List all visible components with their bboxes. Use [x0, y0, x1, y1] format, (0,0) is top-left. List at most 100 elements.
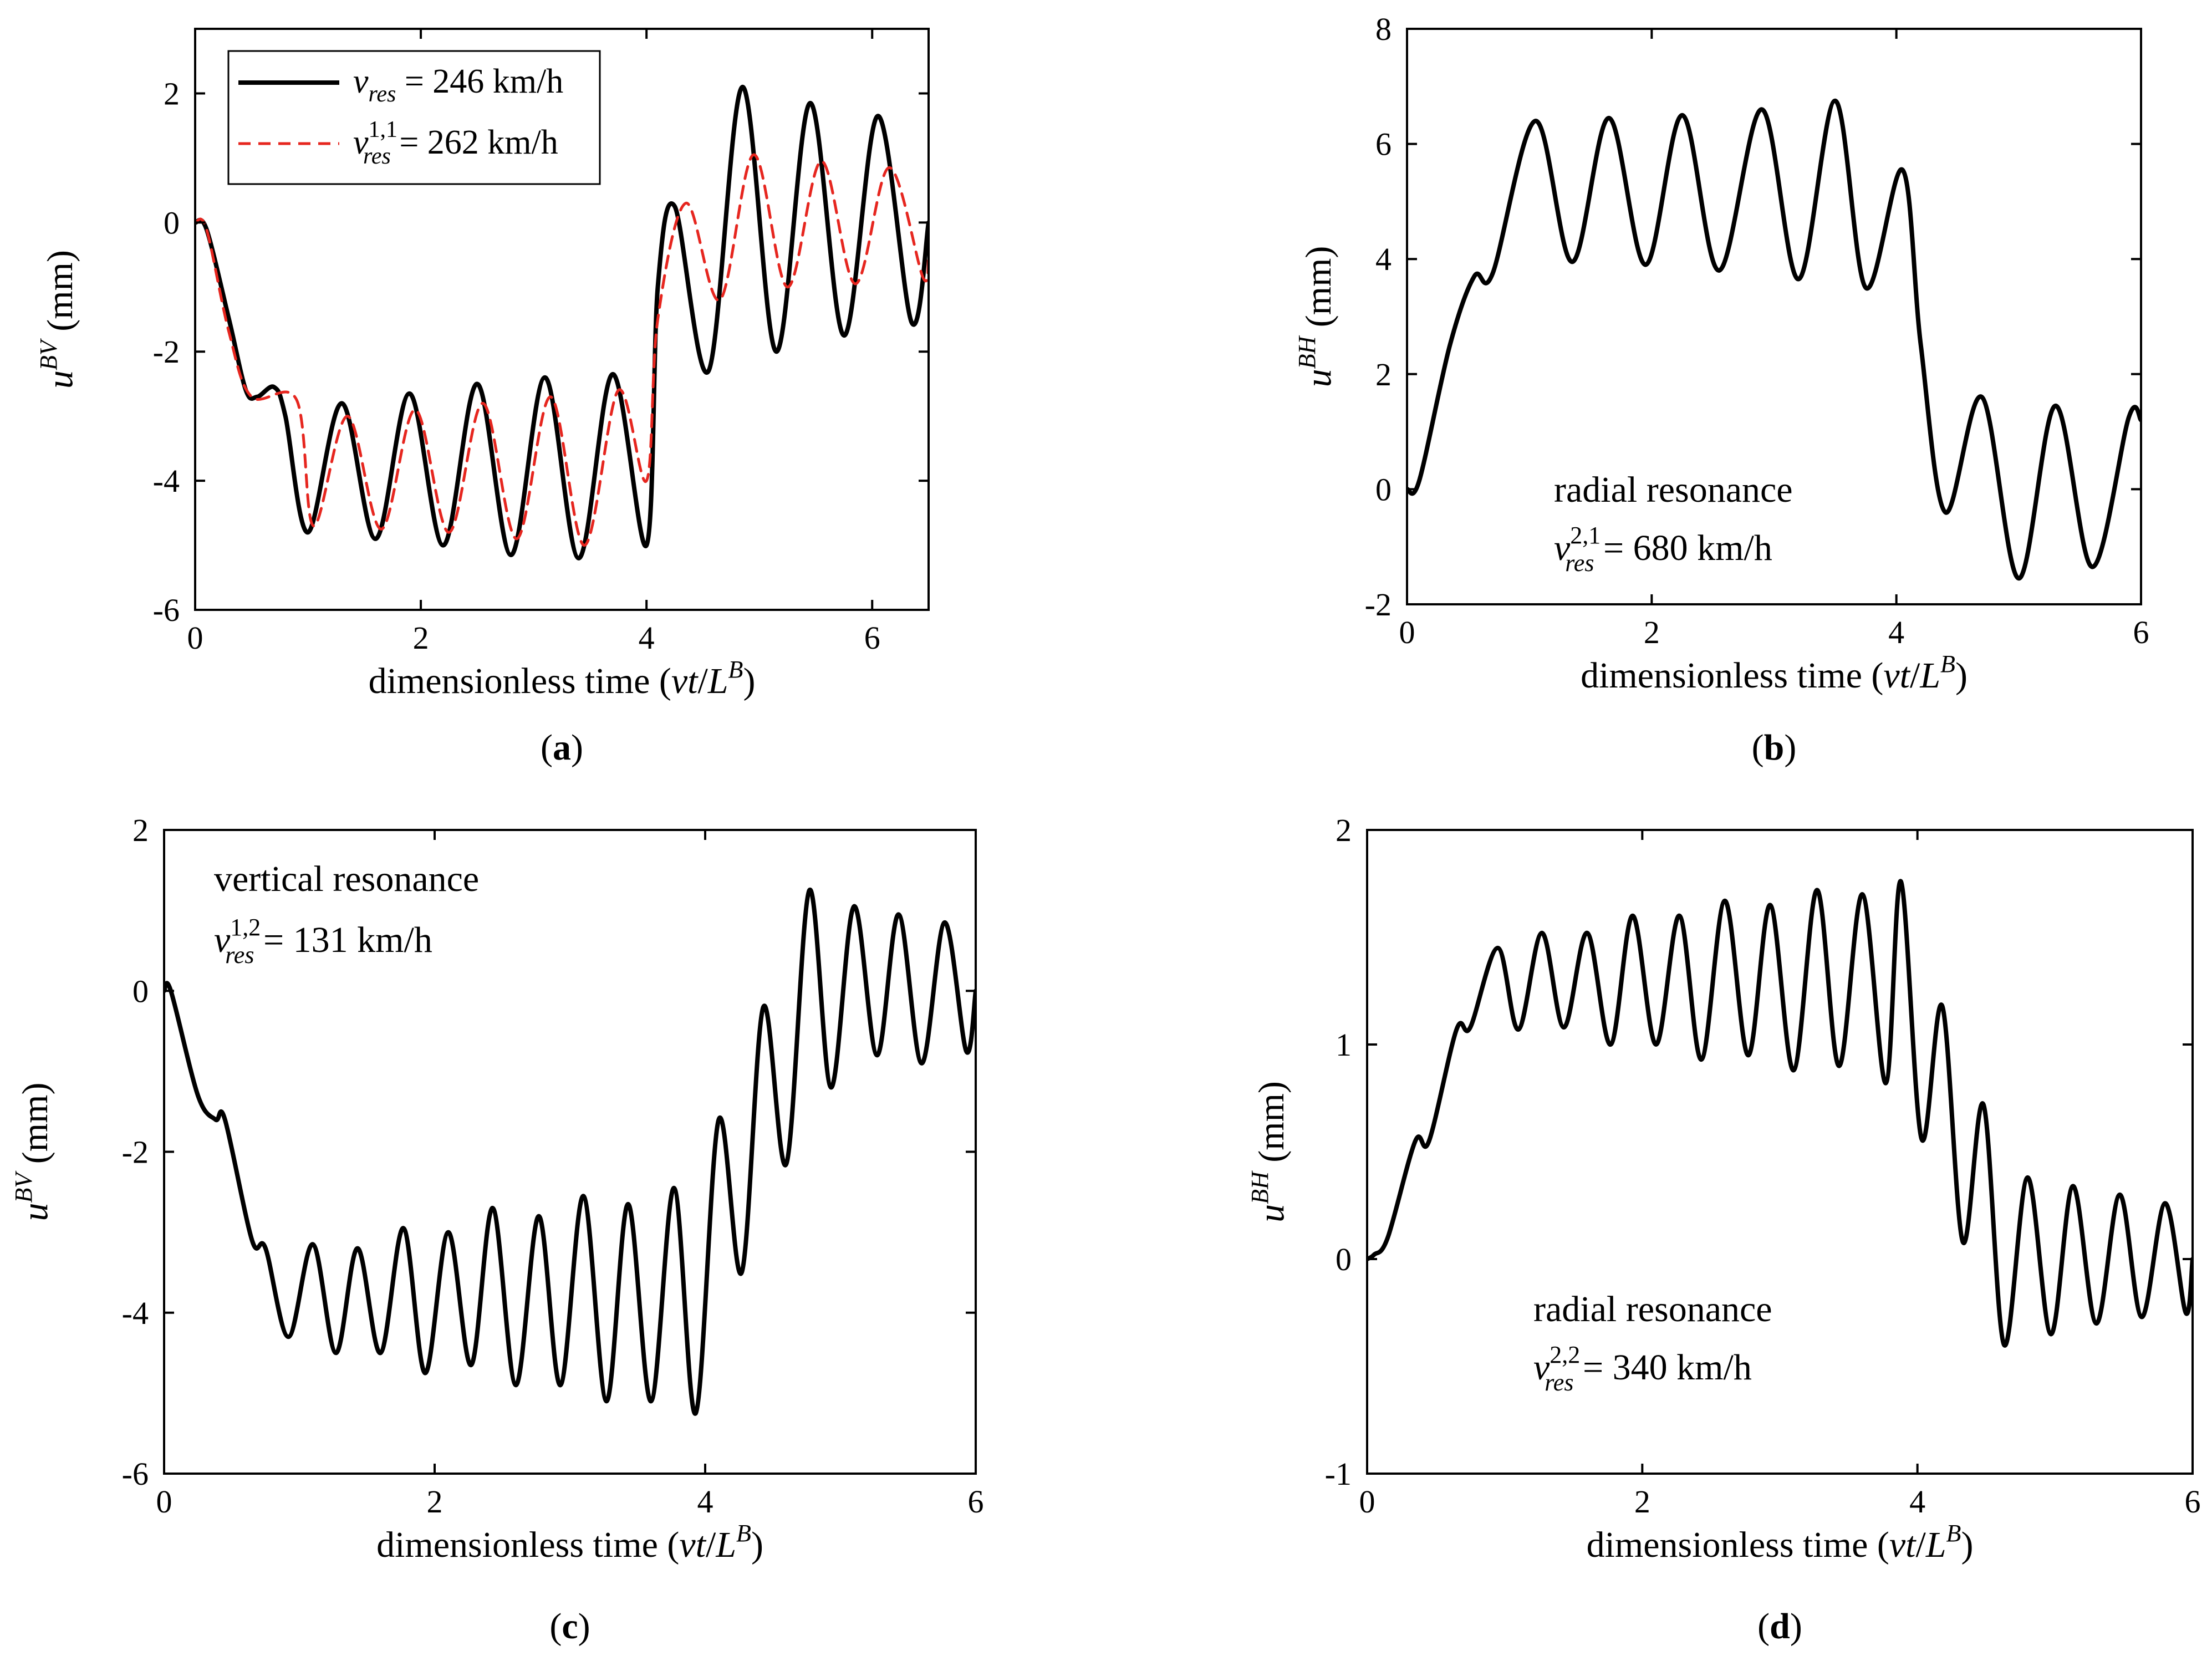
x-tick-label: 4 — [697, 1484, 713, 1520]
x-axis-label-sup: B — [736, 1520, 751, 1547]
y-tick-label: 4 — [1375, 241, 1392, 277]
legend-value: = 246 km/h — [396, 63, 563, 100]
x-axis-label-slash: / — [697, 661, 708, 701]
legend-sym: v — [353, 63, 369, 100]
y-tick-label: 1 — [1336, 1027, 1352, 1063]
y-tick-label: -2 — [122, 1134, 149, 1170]
sublabel-letter: c — [562, 1606, 578, 1647]
legend-sym: v — [353, 124, 369, 161]
x-axis-label-var: vt — [679, 1525, 706, 1565]
x-axis-label-var: vt — [671, 661, 699, 701]
x-tick-label: 2 — [1634, 1484, 1650, 1520]
y-axis-label-sup: BH — [1293, 335, 1321, 369]
annotation-sup: 2,2 — [1550, 1341, 1580, 1368]
y-tick-label: 2 — [1336, 812, 1352, 848]
x-axis-label-text: dimensionless time ( — [1581, 655, 1883, 696]
x-axis-label-var: vt — [1889, 1525, 1917, 1565]
annotation-value: = 340 km/h — [1573, 1347, 1751, 1388]
y-tick-label: 8 — [1375, 11, 1392, 47]
x-tick-label: 6 — [968, 1484, 984, 1520]
y-axis-label-sup: BV — [10, 1170, 37, 1203]
x-tick-label: 0 — [187, 620, 203, 656]
x-tick-label: 2 — [427, 1484, 443, 1520]
legend-entry-1: vres = 246 km/h — [353, 63, 563, 107]
x-axis-label-slash: / — [1910, 655, 1920, 696]
x-axis-label-close: ) — [1961, 1525, 1973, 1565]
annotation-sub: res — [1565, 549, 1594, 577]
panel-sublabel: (a) — [541, 727, 583, 768]
y-axis-label-u: u — [1251, 1204, 1292, 1222]
y-axis-label: uBH (mm) — [1246, 1081, 1292, 1222]
x-tick-label: 6 — [2185, 1484, 2201, 1520]
x-axis-label: dimensionless time (vt/LB) — [1587, 1520, 1974, 1565]
sublabel-open: ( — [541, 727, 553, 768]
x-tick-label: 0 — [156, 1484, 172, 1520]
plot-frame — [1406, 28, 2142, 605]
x-axis-label-text: dimensionless time ( — [1587, 1525, 1889, 1565]
panel-sublabel: (d) — [1757, 1606, 1802, 1647]
annotation-1: vertical resonance — [214, 859, 479, 899]
x-tick-label: 4 — [639, 620, 655, 656]
x-axis-label: dimensionless time (vt/LB) — [1581, 650, 1968, 696]
x-tick-label: 2 — [1644, 614, 1660, 650]
x-axis-label-text: dimensionless time ( — [376, 1525, 679, 1565]
y-tick-label: -4 — [153, 463, 180, 499]
x-axis-label-L: L — [1919, 655, 1940, 696]
y-axis-label: uBV (mm) — [10, 1083, 55, 1221]
annotation-value: = 131 km/h — [254, 920, 432, 960]
plot-frame — [194, 28, 930, 611]
annotation-2: v1,2 res = 131 km/h — [214, 914, 432, 969]
y-tick-label: -6 — [122, 1456, 149, 1492]
y-axis-label: uBV (mm) — [35, 250, 80, 389]
plot-frame — [1366, 829, 2194, 1475]
x-axis-label-L: L — [707, 661, 728, 701]
x-tick-label: 6 — [2133, 614, 2149, 650]
series-line-1 — [195, 84, 929, 561]
legend-sub: res — [363, 144, 391, 169]
sublabel-letter: d — [1770, 1606, 1790, 1647]
x-axis-label-sup: B — [728, 656, 743, 683]
annotation-1: radial resonance — [1533, 1289, 1772, 1329]
y-tick-label: -2 — [153, 334, 180, 370]
x-axis-label-slash: / — [1915, 1525, 1926, 1565]
y-tick-label: 2 — [164, 75, 180, 111]
x-tick-label: 4 — [1888, 614, 1904, 650]
y-tick-label: 0 — [132, 973, 149, 1009]
x-tick-label: 0 — [1359, 1484, 1375, 1520]
annotation-sub: res — [1545, 1369, 1573, 1396]
y-axis-label-sup: BV — [35, 338, 62, 370]
y-axis-label-sup: BH — [1246, 1170, 1273, 1204]
sublabel-open: ( — [549, 1606, 562, 1647]
annotation-sup: 2,1 — [1570, 522, 1601, 549]
y-axis-label-u: u — [40, 370, 80, 389]
annotation-sym: v — [214, 920, 231, 960]
legend-sub: res — [369, 81, 396, 107]
sublabel-close: ) — [1784, 727, 1796, 768]
y-tick-label: 0 — [1375, 471, 1392, 507]
panel-sublabel: (b) — [1752, 727, 1797, 768]
annotation-sym: v — [1533, 1347, 1550, 1388]
y-axis-label-unit: (mm) — [40, 250, 80, 340]
sublabel-close: ) — [1790, 1606, 1802, 1647]
x-axis-label-L: L — [1925, 1525, 1946, 1565]
y-tick-label: 6 — [1375, 126, 1392, 162]
y-axis-label-unit: (mm) — [1298, 246, 1339, 337]
series-line-2 — [195, 153, 929, 547]
sublabel-letter: a — [553, 727, 571, 768]
x-axis-label-var: vt — [1883, 655, 1910, 696]
y-tick-label: -6 — [153, 592, 180, 628]
x-axis-label-sup: B — [1946, 1520, 1961, 1547]
annotation-1: radial resonance — [1554, 470, 1793, 510]
sublabel-close: ) — [578, 1606, 590, 1647]
sublabel-open: ( — [1757, 1606, 1770, 1647]
x-axis-label-slash: / — [706, 1525, 716, 1565]
legend-box — [227, 50, 601, 185]
x-axis-label-L: L — [715, 1525, 736, 1565]
annotation-sym: v — [1554, 528, 1571, 568]
y-tick-label: 2 — [132, 812, 149, 848]
y-axis-label-unit: (mm) — [15, 1083, 55, 1173]
